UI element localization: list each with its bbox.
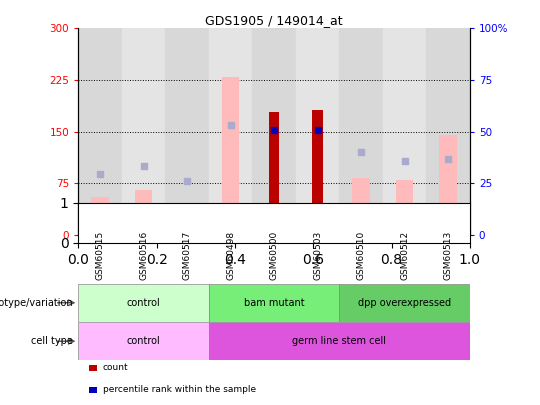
Bar bbox=[91, 197, 109, 235]
Text: control: control bbox=[127, 298, 160, 308]
Bar bbox=[426, 28, 470, 235]
Text: GSM60513: GSM60513 bbox=[443, 230, 453, 280]
Bar bbox=[209, 284, 339, 322]
Bar bbox=[268, 112, 280, 235]
Text: percentile rank within the sample: percentile rank within the sample bbox=[103, 385, 256, 394]
Text: genotype/variation: genotype/variation bbox=[0, 298, 73, 308]
Bar bbox=[78, 322, 209, 360]
Text: GSM60512: GSM60512 bbox=[400, 230, 409, 280]
Bar bbox=[396, 180, 413, 235]
Bar bbox=[339, 28, 383, 235]
Bar bbox=[122, 28, 165, 235]
Text: control: control bbox=[127, 336, 160, 346]
Title: GDS1905 / 149014_at: GDS1905 / 149014_at bbox=[205, 14, 343, 27]
Bar bbox=[209, 28, 252, 235]
Bar bbox=[252, 28, 296, 235]
Text: GSM60516: GSM60516 bbox=[139, 230, 148, 280]
Text: GSM60498: GSM60498 bbox=[226, 230, 235, 280]
Bar bbox=[135, 190, 152, 235]
Bar bbox=[178, 214, 195, 235]
Bar bbox=[312, 110, 323, 235]
Bar bbox=[383, 28, 426, 235]
Text: count: count bbox=[103, 363, 128, 372]
Text: GSM60503: GSM60503 bbox=[313, 230, 322, 280]
Bar bbox=[165, 28, 209, 235]
Text: dpp overexpressed: dpp overexpressed bbox=[358, 298, 451, 308]
Bar bbox=[209, 322, 470, 360]
Bar bbox=[339, 284, 470, 322]
Text: germ line stem cell: germ line stem cell bbox=[292, 336, 386, 346]
Bar bbox=[296, 28, 339, 235]
Bar bbox=[78, 284, 209, 322]
Text: GSM60510: GSM60510 bbox=[356, 230, 366, 280]
Bar bbox=[78, 28, 122, 235]
Text: GSM60515: GSM60515 bbox=[96, 230, 105, 280]
Bar bbox=[440, 135, 457, 235]
Bar bbox=[352, 179, 370, 235]
Text: bam mutant: bam mutant bbox=[244, 298, 305, 308]
Bar bbox=[222, 77, 239, 235]
Text: GSM60517: GSM60517 bbox=[183, 230, 192, 280]
Text: GSM60500: GSM60500 bbox=[269, 230, 279, 280]
Text: cell type: cell type bbox=[31, 336, 73, 346]
